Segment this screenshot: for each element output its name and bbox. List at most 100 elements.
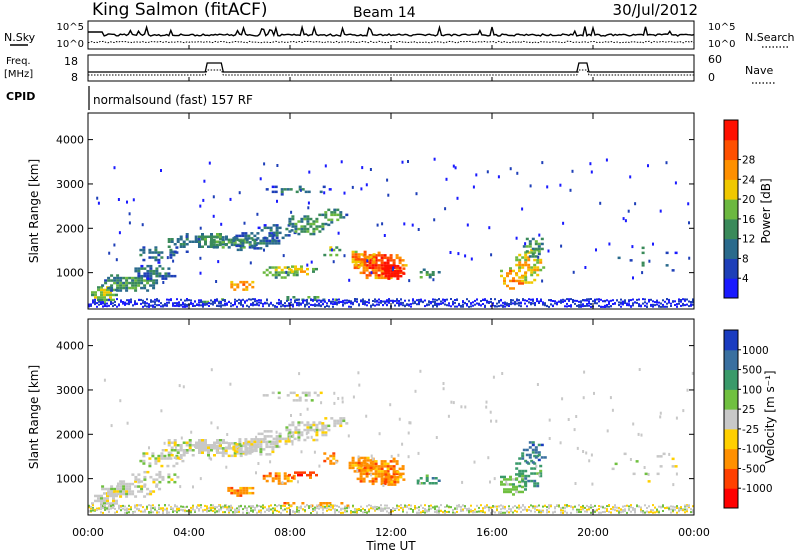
heatmap-cell	[309, 471, 312, 474]
heatmap-cell	[274, 273, 278, 277]
heatmap-cell	[381, 222, 384, 226]
heatmap-cell	[219, 235, 222, 238]
heatmap-cell	[161, 267, 165, 270]
heatmap-cell	[335, 460, 338, 464]
heatmap-cell	[143, 495, 147, 498]
heatmap-cell	[282, 509, 284, 512]
heatmap-cell	[534, 451, 538, 454]
heatmap-cell	[666, 305, 668, 308]
heatmap-cell	[294, 225, 298, 228]
heatmap-cell	[377, 269, 381, 272]
heatmap-cell	[167, 451, 171, 454]
heatmap-cell	[221, 454, 225, 458]
heatmap-cell	[106, 298, 109, 302]
heatmap-cell	[525, 448, 529, 452]
heatmap-cell	[381, 267, 385, 270]
heatmap-cell	[122, 284, 126, 287]
heatmap-cell	[662, 303, 664, 306]
heatmap-cell	[201, 444, 204, 447]
heatmap-cell	[137, 267, 141, 270]
heatmap-cell	[534, 247, 538, 251]
heatmap-cell	[275, 442, 279, 446]
heatmap-cell	[182, 509, 184, 512]
heatmap-cell	[339, 419, 343, 423]
heatmap-cell	[582, 305, 584, 308]
heatmap-cell	[360, 469, 364, 472]
heatmap-cell	[246, 507, 248, 510]
heatmap-cell	[664, 300, 666, 303]
heatmap-cell	[684, 299, 686, 302]
heatmap-cell	[426, 510, 428, 513]
heatmap-cell	[96, 508, 98, 511]
heatmap-cell	[233, 243, 237, 247]
heatmap-cell	[286, 477, 290, 480]
nsky-tick-top: 10^5	[57, 22, 84, 33]
heatmap-cell	[161, 449, 165, 452]
heatmap-cell	[142, 454, 146, 458]
heatmap-cell	[527, 281, 531, 284]
heatmap-cell	[378, 298, 380, 301]
heatmap-cell	[626, 504, 628, 507]
heatmap-cell	[434, 304, 436, 306]
heatmap-cell	[414, 302, 416, 305]
heatmap-cell	[484, 304, 486, 307]
heatmap-cell	[315, 433, 319, 437]
heatmap-cell	[210, 235, 213, 238]
heatmap-cell	[562, 298, 564, 301]
heatmap-cell	[495, 419, 498, 423]
heatmap-cell	[524, 261, 528, 264]
heatmap-cell	[629, 259, 633, 262]
heatmap-cell	[622, 509, 624, 512]
heatmap-cell	[162, 281, 165, 284]
heatmap-cell	[562, 221, 565, 225]
heatmap-cell	[380, 300, 382, 302]
heatmap-cell	[312, 421, 316, 424]
heatmap-cell	[186, 303, 188, 306]
heatmap-cell	[302, 299, 304, 302]
heatmap-cell	[438, 510, 440, 513]
heatmap-cell	[315, 225, 319, 228]
heatmap-cell	[586, 504, 588, 507]
heatmap-cell	[482, 509, 484, 512]
heatmap-cell	[225, 465, 228, 469]
heatmap-cell	[540, 242, 544, 246]
heatmap-cell	[289, 391, 293, 395]
heatmap-cell	[362, 477, 366, 481]
x-axis-label: Time UT	[365, 539, 416, 553]
heatmap-cell	[253, 443, 257, 446]
heatmap-cell	[119, 286, 123, 290]
heatmap-cell	[316, 299, 318, 302]
heatmap-cell	[564, 305, 566, 308]
heatmap-cell	[334, 510, 336, 513]
heatmap-cell	[592, 300, 594, 303]
heatmap-cell	[362, 271, 366, 275]
heatmap-cell	[368, 299, 370, 302]
heatmap-cell	[288, 267, 291, 271]
heatmap-cell	[106, 291, 109, 294]
heatmap-cell	[254, 300, 256, 303]
heatmap-cell	[218, 444, 222, 448]
heatmap-cell	[170, 446, 174, 449]
heatmap-cell	[332, 504, 334, 507]
heatmap-cell	[622, 505, 624, 508]
heatmap-cell	[682, 409, 685, 413]
heatmap-cell	[536, 484, 540, 488]
heatmap-cell	[386, 467, 390, 471]
heatmap-cell	[351, 466, 355, 470]
heatmap-cell	[176, 298, 178, 301]
heatmap-cell	[277, 445, 281, 449]
heatmap-cell	[158, 475, 162, 479]
velocity-heatmap	[88, 368, 694, 514]
heatmap-cell	[377, 470, 381, 473]
heatmap-cell	[332, 454, 336, 458]
heatmap-cell	[149, 475, 153, 479]
heatmap-cell	[253, 438, 257, 441]
heatmap-cell	[686, 510, 688, 513]
heatmap-cell	[277, 271, 281, 274]
heatmap-cell	[122, 281, 126, 285]
heatmap-cell	[678, 300, 680, 303]
heatmap-cell	[384, 475, 388, 479]
heatmap-cell	[143, 267, 147, 270]
heatmap-cell	[94, 300, 96, 303]
heatmap-cell	[321, 424, 325, 428]
